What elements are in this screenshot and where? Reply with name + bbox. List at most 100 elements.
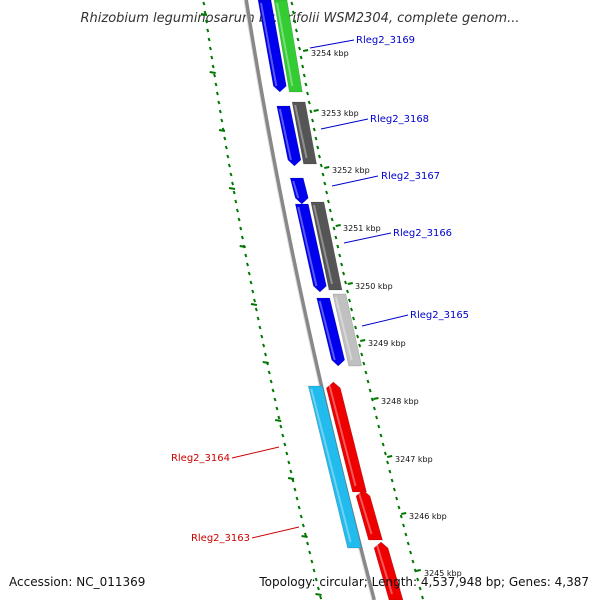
inner-tick-dot (325, 190, 329, 195)
gene-arrow-shine (334, 296, 353, 361)
gene-arrow[interactable] (289, 177, 309, 205)
inner-tick-dot (418, 586, 422, 591)
outer-tick-dot (218, 109, 222, 114)
outer-tick-dot (232, 190, 236, 195)
inner-tick-dot (338, 253, 342, 258)
inner-tick-dot (383, 451, 387, 456)
outer-tick-dot (237, 217, 241, 222)
outer-tick-dot (279, 424, 283, 429)
gene-arrow-shine (294, 104, 308, 159)
backbone-track (243, 0, 376, 600)
inner-tick-dot (392, 487, 396, 492)
inner-tick-dot (296, 37, 300, 42)
gene-arrow[interactable] (307, 385, 362, 549)
outer-tick-dot (244, 253, 248, 258)
gene-arrow-shine (260, 2, 278, 87)
inner-tick-dot (372, 406, 376, 411)
outer-tick-dot (283, 442, 287, 447)
gene-arrow[interactable] (310, 201, 343, 291)
gene-arrow[interactable] (326, 381, 367, 493)
outer-tick-dot (256, 316, 260, 321)
inner-tick-dot (293, 19, 297, 24)
ruler-tick (313, 109, 319, 112)
inner-tick-dot (291, 10, 295, 15)
inner-tick-dot (323, 181, 327, 186)
inner-tick-dot (416, 577, 420, 582)
inner-tick-dot (349, 307, 354, 312)
gene-arrow[interactable] (257, 0, 287, 93)
gene-arrow-shine (376, 544, 393, 595)
inner-tick-dot (298, 46, 302, 51)
outer-tick-dot (271, 388, 275, 393)
outer-tick-dot (289, 469, 293, 474)
outer-tick-dot (220, 118, 224, 123)
outer-tick-dot (239, 226, 243, 231)
outer-tick-dot (213, 73, 217, 78)
gene-arrow[interactable] (373, 541, 404, 600)
gene-arrow[interactable] (273, 0, 303, 93)
gene-arrow[interactable] (332, 293, 363, 367)
gene-arrow[interactable] (276, 105, 302, 167)
outer-tick-major (315, 593, 322, 596)
outer-tick-dot (215, 91, 219, 96)
gene-label-rleg2-3168[interactable]: Rleg2_3168 (370, 114, 429, 125)
inner-tick-dot (309, 109, 313, 114)
inner-tick-dot (340, 262, 344, 267)
inner-tick-dot (368, 388, 372, 393)
gene-label-rleg2-3166[interactable]: Rleg2_3166 (393, 228, 452, 239)
inner-tick-dot (290, 1, 294, 6)
inner-tick-dot (321, 172, 325, 177)
outer-tick-dot (316, 586, 320, 591)
gene-label-rleg2-3165[interactable]: Rleg2_3165 (410, 310, 469, 321)
gene-label-rleg2-3169[interactable]: Rleg2_3169 (356, 35, 415, 46)
ruler-tick (347, 282, 353, 285)
inner-tick-dot (399, 514, 403, 519)
ruler-label: 3245 kbp (424, 569, 462, 578)
gene-arrow-shine (358, 492, 373, 535)
inner-tick-dot (328, 208, 332, 213)
gene-arrow[interactable] (295, 203, 327, 293)
inner-tick-dot (319, 163, 323, 168)
outer-tick-dot (287, 460, 291, 465)
outer-tick-major (287, 477, 295, 480)
outer-tick-dot (308, 550, 312, 555)
gene-arrow-shine (292, 180, 300, 199)
outer-tick-major (218, 129, 226, 132)
inner-tick-dot (336, 244, 340, 249)
inner-tick-dot (330, 217, 334, 222)
inner-tick-dot (364, 370, 368, 375)
ruler-tick (302, 49, 309, 52)
inner-tick-dot (312, 127, 316, 132)
inner-tick-dot (354, 325, 358, 330)
outer-tick-dot (297, 505, 301, 510)
outer-tick-dot (247, 271, 251, 276)
inner-tick-dot (360, 352, 364, 357)
gene-arrow[interactable] (355, 489, 383, 541)
gene-arrow[interactable] (291, 101, 317, 165)
ruler-label: 3254 kbp (311, 49, 349, 58)
inner-tick-dot (342, 271, 346, 276)
outer-tick-dot (275, 406, 279, 411)
gene-labels: Rleg2_3169 Rleg2_3168 Rleg2_3167 Rleg2_3… (171, 35, 469, 544)
gene-label-leader (251, 526, 300, 539)
inner-tick-dot (347, 298, 352, 303)
inner-tick-dot (332, 226, 336, 231)
inner-tick-dot (344, 280, 348, 285)
outer-tick-dot (231, 181, 235, 186)
inner-tick-dot (386, 460, 390, 465)
gene-arrow[interactable] (316, 297, 345, 367)
inner-tick-dot (362, 361, 366, 366)
outer-tick-dot (202, 1, 206, 6)
outer-tick-dot (269, 379, 273, 384)
gene-label-rleg2-3167[interactable]: Rleg2_3167 (381, 171, 440, 182)
outer-tick-dot (263, 352, 268, 357)
gene-label-rleg2-3164[interactable]: Rleg2_3164 (171, 453, 230, 464)
inner-tick-dot (409, 550, 413, 555)
outer-tick-major (250, 303, 258, 306)
ruler-tick (373, 397, 379, 400)
outer-tick-dot (293, 487, 297, 492)
gene-label-rleg2-3163[interactable]: Rleg2_3163 (191, 533, 250, 544)
gene-track (257, 0, 404, 600)
inner-tick-dot (294, 28, 298, 33)
